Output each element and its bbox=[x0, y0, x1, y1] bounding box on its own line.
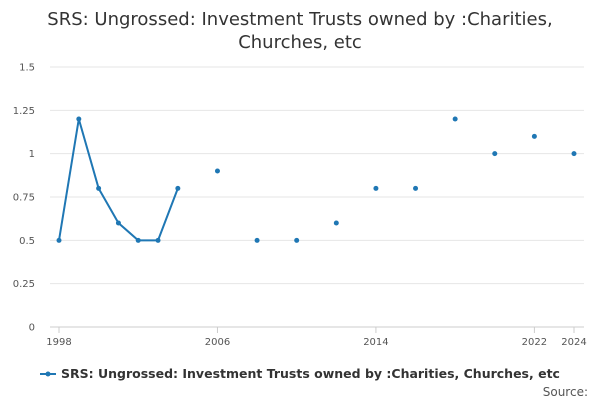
data-point bbox=[254, 237, 260, 243]
data-point bbox=[115, 220, 121, 226]
data-point bbox=[155, 237, 161, 243]
data-point bbox=[333, 220, 339, 226]
x-tick-label: 2006 bbox=[205, 337, 230, 348]
data-point bbox=[175, 185, 181, 191]
data-point bbox=[135, 237, 141, 243]
x-tick-label: 1998 bbox=[46, 337, 71, 348]
x-tick-label: 2014 bbox=[363, 337, 388, 348]
chart-title-line-2: Churches, etc bbox=[238, 32, 362, 53]
axes: 0 0.25 0.5 0.75 1 1.25 1.5 1998 2006 2014 2022 2024 bbox=[13, 63, 587, 349]
data-point bbox=[531, 133, 537, 139]
chart-title-line-1: SRS: Ungrossed: Investment Trusts owned … bbox=[47, 9, 552, 30]
x-tick-label: 2022 bbox=[522, 337, 547, 348]
data-point bbox=[452, 116, 458, 122]
data-point bbox=[294, 237, 300, 243]
series-layer bbox=[56, 116, 577, 243]
y-tick-label: 0.5 bbox=[19, 236, 35, 247]
data-point bbox=[492, 151, 498, 157]
data-point bbox=[373, 185, 379, 191]
legend-swatch-marker bbox=[45, 371, 51, 377]
y-tick-label: 0 bbox=[29, 323, 35, 334]
legend[interactable]: SRS: Ungrossed: Investment Trusts owned … bbox=[40, 366, 560, 381]
legend-label: SRS: Ungrossed: Investment Trusts owned … bbox=[61, 366, 560, 381]
y-tick-label: 1.25 bbox=[13, 106, 35, 117]
y-tick-label: 0.75 bbox=[13, 193, 35, 204]
data-point bbox=[96, 185, 102, 191]
data-point bbox=[413, 185, 419, 191]
x-tick-label: 2024 bbox=[561, 337, 586, 348]
data-point bbox=[76, 116, 82, 122]
y-tick-label: 1 bbox=[29, 149, 35, 160]
y-tick-label: 1.5 bbox=[19, 63, 35, 74]
data-point bbox=[56, 237, 62, 243]
gridlines bbox=[50, 66, 584, 285]
y-tick-label: 0.25 bbox=[13, 279, 35, 290]
data-point bbox=[214, 168, 220, 174]
data-point bbox=[571, 151, 577, 157]
source-label: Source: bbox=[543, 385, 588, 399]
